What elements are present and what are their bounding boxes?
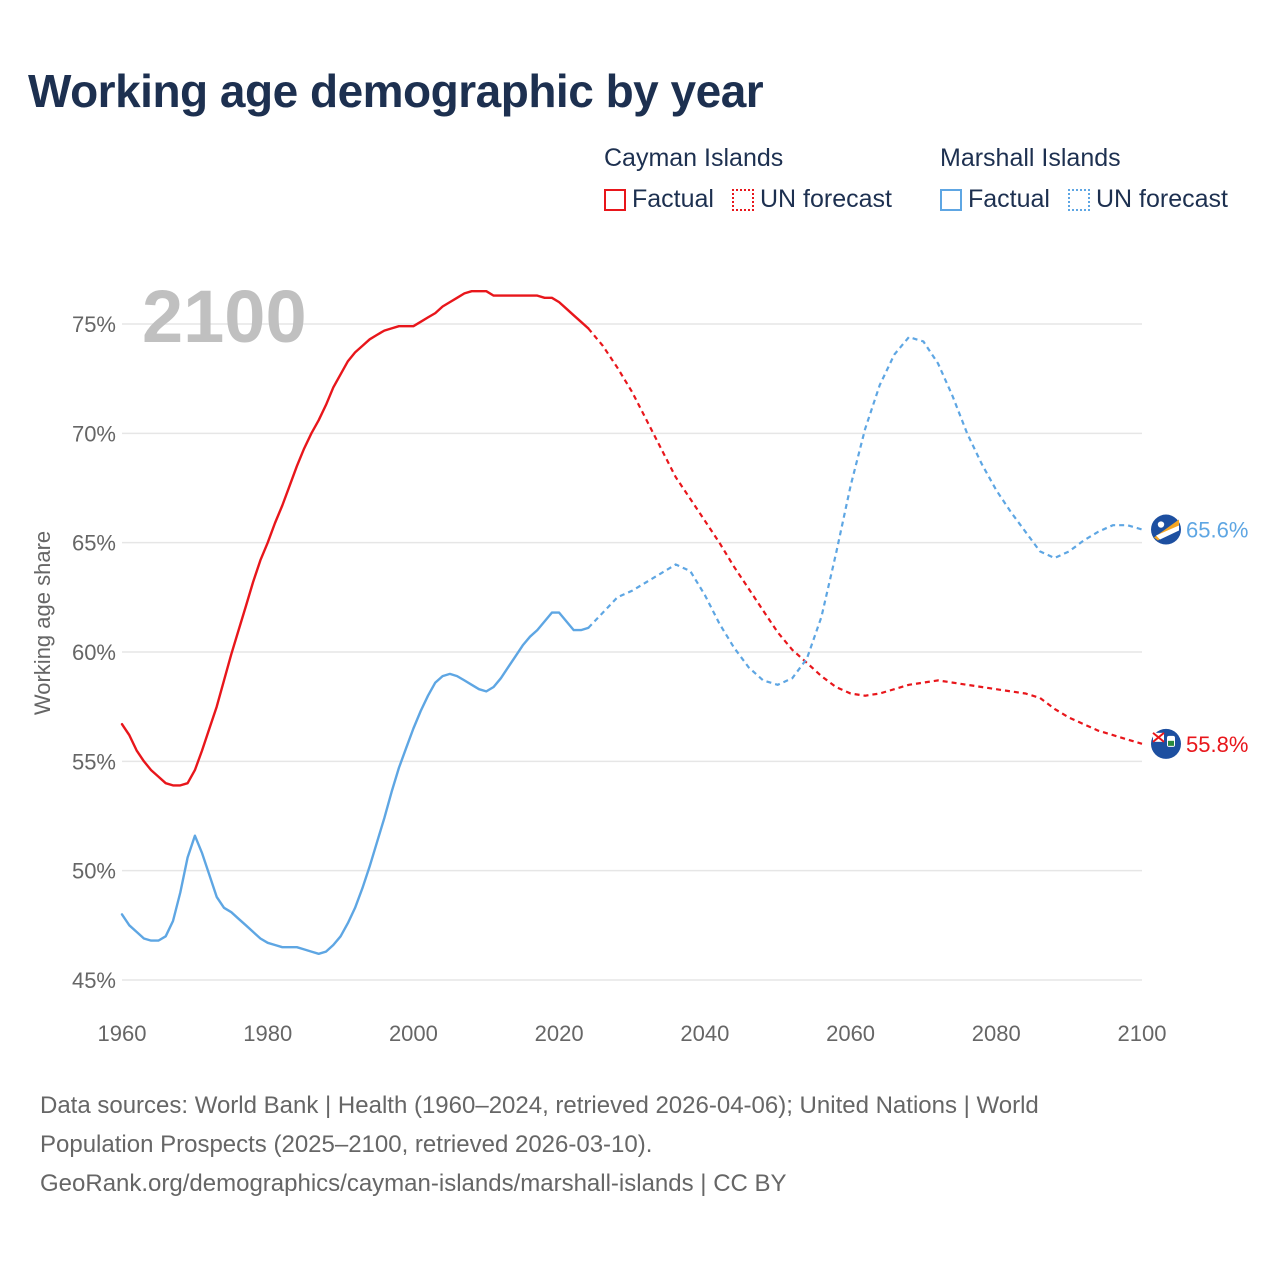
x-tick-label: 1980 xyxy=(243,1021,292,1046)
y-axis: 45% 50% 55% 60% 65% 70% 75% xyxy=(72,312,116,993)
legend-swatch-solid xyxy=(604,188,626,211)
x-tick-label: 2020 xyxy=(535,1021,584,1046)
y-tick-label: 55% xyxy=(72,749,116,774)
gridlines xyxy=(122,323,1142,981)
attribution-link[interactable]: GeoRank.org/demographics/cayman-islands/… xyxy=(40,1170,787,1197)
end-value-label-cayman-islands: 55.8% xyxy=(1186,732,1248,757)
line-chart: 2100 45% 50% 55% 60% 65% 70% 75% 1960 1980 2000 2… xyxy=(30,275,1248,1046)
flag-icon-cayman-islands xyxy=(1151,728,1181,759)
legend-marshall-factual[interactable]: Factual xyxy=(940,185,1050,214)
legend-label: Factual xyxy=(968,185,1050,213)
legend-marshall-islands: Marshall Islands Factual UN forecast xyxy=(940,144,1246,214)
end-markers: 55.8% 65.6% xyxy=(1151,514,1248,759)
y-tick-label: 50% xyxy=(72,859,116,884)
y-tick-label: 75% xyxy=(72,312,116,337)
legend-swatch-dotted xyxy=(731,188,754,211)
x-tick-label: 2060 xyxy=(826,1021,875,1046)
y-tick-label: 45% xyxy=(72,968,116,993)
legend-cayman-forecast[interactable]: UN forecast xyxy=(731,185,892,214)
y-tick-label: 60% xyxy=(72,640,116,665)
legend-group-name: Cayman Islands xyxy=(604,144,784,172)
y-axis-label: Working age share xyxy=(30,531,55,715)
year-watermark: 2100 xyxy=(142,275,307,358)
legend-swatch-dotted xyxy=(1067,188,1090,211)
end-value-label-marshall-islands: 65.6% xyxy=(1186,518,1248,543)
legend-label: UN forecast xyxy=(1095,185,1228,213)
x-tick-label: 2080 xyxy=(972,1021,1021,1046)
legend-group-name: Marshall Islands xyxy=(940,144,1121,172)
series-line-cayman-islands-forecast xyxy=(587,327,1143,745)
y-tick-label: 70% xyxy=(72,421,116,446)
x-tick-label: 2100 xyxy=(1118,1021,1167,1046)
x-tick-label: 2040 xyxy=(680,1021,729,1046)
footer: Data sources: World Bank | Health (1960–… xyxy=(40,1086,1150,1203)
y-tick-label: 65% xyxy=(72,531,116,556)
legend-label: Factual xyxy=(632,185,714,213)
series-line-marshall-islands-forecast xyxy=(587,335,1143,686)
legend-swatch-solid xyxy=(940,188,962,211)
x-axis: 1960 1980 2000 2020 2040 2060 2080 2100 xyxy=(98,1021,1167,1046)
data-sources-note: Data sources: World Bank | Health (1960–… xyxy=(40,1092,1039,1158)
chart-title: Working age demographic by year xyxy=(28,65,764,117)
legend-marshall-forecast[interactable]: UN forecast xyxy=(1067,185,1228,214)
series-line-marshall-islands-factual xyxy=(120,611,590,955)
legend-label: UN forecast xyxy=(759,185,892,213)
flag-icon-marshall-islands xyxy=(1151,514,1181,545)
x-tick-label: 2000 xyxy=(389,1021,438,1046)
legend-cayman-islands: Cayman Islands Factual UN forecast xyxy=(604,144,910,214)
x-tick-label: 1960 xyxy=(98,1021,147,1046)
legend-cayman-factual[interactable]: Factual xyxy=(604,185,714,214)
series-line-cayman-islands-factual xyxy=(120,290,590,787)
series-lines xyxy=(120,290,1143,955)
